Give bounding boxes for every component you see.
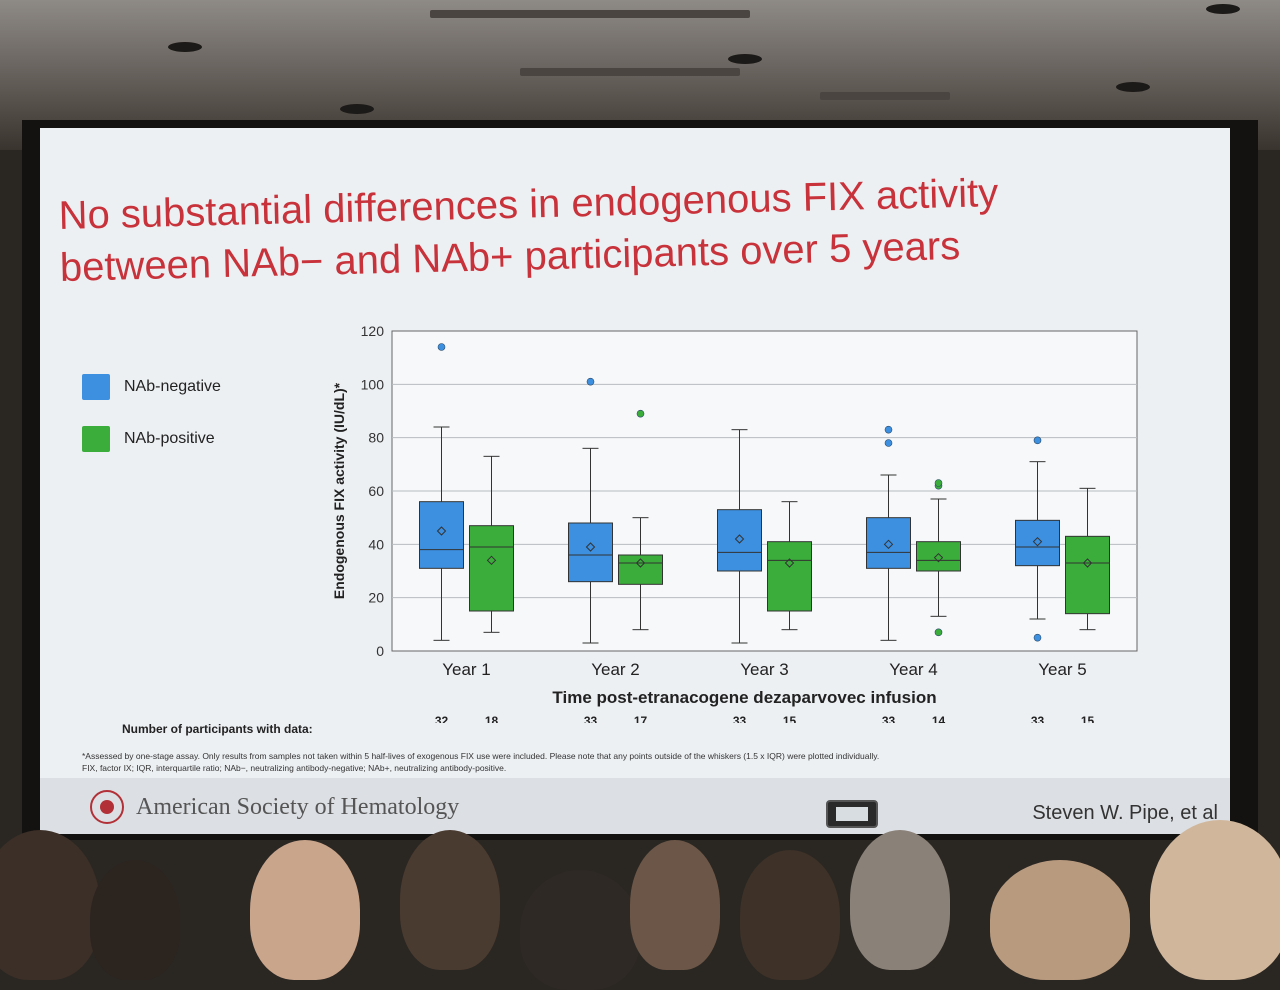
audience-head bbox=[0, 830, 100, 980]
slide-footer: American Society of Hematology Steven W.… bbox=[40, 778, 1230, 834]
box-iqr bbox=[618, 554, 663, 585]
y-tick-label: 40 bbox=[368, 536, 384, 552]
audience-head bbox=[850, 830, 950, 970]
participant-count: 18 bbox=[485, 714, 499, 723]
legend-label-nab-negative: NAb-negative bbox=[124, 378, 221, 395]
outlier-point bbox=[1033, 436, 1042, 445]
y-tick-label: 0 bbox=[376, 643, 384, 659]
outlier-point bbox=[586, 377, 595, 386]
participant-count: 33 bbox=[733, 714, 747, 723]
audience-head bbox=[520, 870, 640, 990]
box-iqr bbox=[866, 517, 911, 569]
legend-swatch-nab-positive bbox=[82, 426, 110, 452]
box-iqr bbox=[916, 541, 961, 572]
mean-marker bbox=[784, 558, 795, 568]
participant-count: 33 bbox=[1031, 714, 1045, 723]
legend-swatch-nab-negative bbox=[82, 374, 110, 400]
y-tick-label: 120 bbox=[361, 323, 385, 339]
footnote: *Assessed by one-stage assay. Only resul… bbox=[82, 750, 1082, 774]
mean-marker bbox=[585, 542, 596, 552]
mean-marker bbox=[883, 539, 894, 550]
ceiling-light bbox=[340, 104, 374, 114]
outlier-point bbox=[884, 425, 893, 434]
participant-count: 15 bbox=[1081, 714, 1095, 723]
x-tick-label: Year 4 bbox=[889, 660, 938, 679]
outlier-point bbox=[437, 343, 446, 351]
audience-head bbox=[630, 840, 720, 970]
box-plot-chart: 0 20 40 60 80 100 120 Endogenous FIX activity (… bbox=[331, 323, 1138, 723]
audience-phone bbox=[826, 800, 878, 828]
outlier-point bbox=[934, 479, 943, 487]
box-iqr bbox=[1065, 535, 1110, 615]
outlier-point bbox=[934, 628, 943, 637]
ceiling-light bbox=[1116, 82, 1150, 92]
audience-head bbox=[1150, 820, 1280, 980]
box-iqr bbox=[717, 509, 762, 572]
ash-logo-icon bbox=[90, 790, 124, 824]
organization-name: American Society of Hematology bbox=[136, 794, 460, 820]
audience-heads bbox=[0, 800, 1280, 990]
ceiling-light bbox=[1206, 4, 1240, 14]
participant-count: 32 bbox=[435, 714, 449, 723]
legend-item-nab-negative: NAb-negative bbox=[82, 374, 302, 400]
ceiling-vent bbox=[430, 10, 750, 18]
presentation-slide: No substantial differences in endogenous… bbox=[40, 128, 1230, 834]
mean-marker bbox=[1082, 558, 1093, 568]
mean-marker bbox=[635, 558, 646, 568]
y-axis-label: Endogenous FIX activity (IU/dL)* bbox=[331, 382, 347, 599]
participant-count: 33 bbox=[584, 714, 598, 723]
participant-count-label: Number of participants with data: bbox=[122, 722, 313, 736]
x-tick-label: Year 1 bbox=[442, 660, 491, 679]
box-iqr bbox=[1015, 519, 1060, 567]
ceiling-vent bbox=[820, 92, 950, 100]
participant-count: 15 bbox=[783, 714, 797, 723]
x-tick-label: Year 2 bbox=[591, 660, 640, 679]
footnote-line-1: *Assessed by one-stage assay. Only resul… bbox=[82, 751, 880, 761]
footnote-line-2: FIX, factor IX; IQR, interquartile ratio… bbox=[82, 763, 507, 773]
ceiling-light bbox=[728, 54, 762, 64]
x-axis-label: Time post-etranacogene dezaparvovec infu… bbox=[552, 688, 936, 707]
audience-head bbox=[990, 860, 1130, 980]
author-credit: Steven W. Pipe, et al bbox=[1032, 802, 1218, 824]
box-iqr bbox=[568, 522, 613, 583]
mean-marker bbox=[1032, 536, 1043, 547]
mean-marker bbox=[734, 534, 745, 544]
x-tick-label: Year 3 bbox=[740, 660, 789, 679]
outlier-point bbox=[1033, 633, 1042, 642]
audience-head bbox=[400, 830, 500, 970]
ceiling-light bbox=[168, 42, 202, 52]
mean-marker bbox=[933, 552, 944, 563]
legend-item-nab-positive: NAb-positive bbox=[82, 426, 302, 452]
participant-count: 17 bbox=[634, 714, 648, 723]
outlier-point bbox=[636, 409, 645, 418]
audience-head bbox=[740, 850, 840, 980]
outlier-point bbox=[884, 439, 893, 447]
ceiling-vent bbox=[520, 68, 740, 76]
legend-label-nab-positive: NAb-positive bbox=[124, 430, 215, 447]
y-tick-label: 60 bbox=[368, 483, 384, 499]
participant-count: 14 bbox=[932, 714, 946, 723]
y-tick-label: 100 bbox=[361, 376, 385, 392]
y-tick-label: 80 bbox=[368, 430, 384, 446]
mean-marker bbox=[436, 526, 447, 536]
mean-marker bbox=[486, 555, 497, 566]
audience-head bbox=[250, 840, 360, 980]
box-iqr bbox=[469, 525, 514, 612]
slide-title: No substantial differences in endogenous… bbox=[58, 162, 1220, 294]
box-iqr bbox=[767, 541, 812, 612]
y-tick-label: 20 bbox=[368, 590, 384, 606]
participant-count: 33 bbox=[882, 714, 896, 723]
x-tick-label: Year 5 bbox=[1038, 660, 1087, 679]
audience-head bbox=[90, 860, 180, 980]
